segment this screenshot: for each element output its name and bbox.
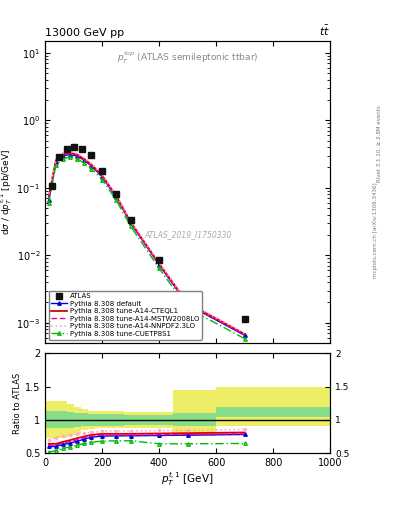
Pythia 8.308 tune-A14-MSTW2008LO bbox=[89, 162, 94, 168]
Pythia 8.308 tune-A14-CTEQL1 bbox=[89, 162, 94, 168]
Pythia 8.308 tune-A14-CTEQL1 bbox=[82, 156, 87, 162]
Pythia 8.308 tune-A14-MSTW2008LO bbox=[68, 151, 72, 157]
Pythia 8.308 tune-A14-CTEQL1 bbox=[75, 152, 80, 158]
ATLAS bbox=[50, 182, 55, 188]
Pythia 8.308 tune-CUETP8S1 bbox=[114, 197, 119, 203]
Pythia 8.308 tune-A14-MSTW2008LO bbox=[129, 220, 133, 226]
Pythia 8.308 tune-A14-CTEQL1 bbox=[68, 150, 72, 156]
Pythia 8.308 default bbox=[82, 157, 87, 163]
Line: Pythia 8.308 default: Pythia 8.308 default bbox=[47, 153, 246, 337]
Pythia 8.308 tune-CUETP8S1 bbox=[157, 265, 162, 271]
ATLAS bbox=[114, 191, 119, 198]
Pythia 8.308 tune-CUETP8S1 bbox=[68, 154, 72, 160]
Line: Pythia 8.308 tune-A14-MSTW2008LO: Pythia 8.308 tune-A14-MSTW2008LO bbox=[49, 154, 244, 335]
ATLAS bbox=[80, 145, 84, 152]
Text: 13000 GeV pp: 13000 GeV pp bbox=[45, 28, 124, 38]
Pythia 8.308 tune-A14-CTEQL1 bbox=[242, 331, 247, 337]
ATLAS bbox=[57, 154, 62, 160]
Pythia 8.308 tune-A14-CTEQL1 bbox=[157, 261, 162, 267]
Text: mcplots.cern.ch [arXiv:1306.3436]: mcplots.cern.ch [arXiv:1306.3436] bbox=[373, 183, 378, 278]
Pythia 8.308 tune-A14-CTEQL1 bbox=[185, 300, 190, 306]
Pythia 8.308 tune-A14-MSTW2008LO bbox=[82, 157, 87, 163]
ATLAS bbox=[157, 257, 162, 263]
Pythia 8.308 tune-A14-MSTW2008LO bbox=[100, 173, 105, 179]
Pythia 8.308 tune-A14-NNPDF2.3LO bbox=[61, 150, 65, 156]
Text: $p_T^{top}$ (ATLAS semileptonic ttbar): $p_T^{top}$ (ATLAS semileptonic ttbar) bbox=[117, 50, 259, 67]
Pythia 8.308 tune-CUETP8S1 bbox=[242, 336, 247, 342]
Pythia 8.308 tune-A14-MSTW2008LO bbox=[46, 195, 51, 201]
Pythia 8.308 tune-A14-MSTW2008LO bbox=[61, 152, 65, 158]
Pythia 8.308 default bbox=[129, 220, 133, 226]
Pythia 8.308 tune-CUETP8S1 bbox=[129, 223, 133, 229]
X-axis label: $p_T^{t,1}$ [GeV]: $p_T^{t,1}$ [GeV] bbox=[161, 471, 214, 488]
Pythia 8.308 tune-A14-NNPDF2.3LO bbox=[114, 192, 119, 198]
Pythia 8.308 tune-CUETP8S1 bbox=[46, 200, 51, 206]
ATLAS bbox=[185, 295, 190, 302]
Pythia 8.308 default bbox=[53, 159, 58, 165]
Pythia 8.308 tune-A14-NNPDF2.3LO bbox=[100, 172, 105, 178]
Pythia 8.308 tune-A14-CTEQL1 bbox=[129, 219, 133, 225]
Pythia 8.308 tune-A14-NNPDF2.3LO bbox=[129, 218, 133, 224]
Pythia 8.308 tune-A14-NNPDF2.3LO bbox=[53, 156, 58, 162]
Pythia 8.308 default bbox=[100, 174, 105, 180]
Text: $t\bar{t}$: $t\bar{t}$ bbox=[319, 24, 330, 38]
Legend: ATLAS, Pythia 8.308 default, Pythia 8.308 tune-A14-CTEQL1, Pythia 8.308 tune-A14: ATLAS, Pythia 8.308 default, Pythia 8.30… bbox=[49, 291, 202, 339]
Pythia 8.308 tune-CUETP8S1 bbox=[53, 162, 58, 168]
Line: Pythia 8.308 tune-A14-NNPDF2.3LO: Pythia 8.308 tune-A14-NNPDF2.3LO bbox=[49, 152, 244, 333]
Pythia 8.308 default bbox=[185, 302, 190, 308]
Pythia 8.308 default bbox=[46, 197, 51, 203]
Pythia 8.308 tune-CUETP8S1 bbox=[61, 156, 65, 162]
ATLAS bbox=[129, 217, 133, 223]
Pythia 8.308 tune-A14-NNPDF2.3LO bbox=[46, 190, 51, 197]
ATLAS bbox=[88, 152, 93, 158]
Pythia 8.308 tune-A14-CTEQL1 bbox=[61, 151, 65, 157]
Pythia 8.308 tune-CUETP8S1 bbox=[185, 305, 190, 311]
Pythia 8.308 tune-A14-CTEQL1 bbox=[46, 193, 51, 199]
Pythia 8.308 default bbox=[68, 152, 72, 158]
Pythia 8.308 default bbox=[242, 332, 247, 338]
Pythia 8.308 tune-CUETP8S1 bbox=[89, 165, 94, 172]
Pythia 8.308 tune-A14-MSTW2008LO bbox=[157, 262, 162, 268]
Pythia 8.308 tune-CUETP8S1 bbox=[100, 177, 105, 183]
Pythia 8.308 tune-A14-NNPDF2.3LO bbox=[157, 260, 162, 266]
Pythia 8.308 tune-A14-NNPDF2.3LO bbox=[75, 150, 80, 156]
Line: ATLAS: ATLAS bbox=[50, 144, 248, 322]
Pythia 8.308 tune-A14-NNPDF2.3LO bbox=[68, 148, 72, 155]
Pythia 8.308 default bbox=[61, 153, 65, 159]
Pythia 8.308 tune-A14-CTEQL1 bbox=[53, 157, 58, 163]
Text: Rivet 3.1.10, ≥ 2.8M events: Rivet 3.1.10, ≥ 2.8M events bbox=[377, 105, 382, 182]
Pythia 8.308 tune-A14-CTEQL1 bbox=[100, 173, 105, 179]
ATLAS bbox=[72, 144, 76, 150]
Line: Pythia 8.308 tune-CUETP8S1: Pythia 8.308 tune-CUETP8S1 bbox=[47, 155, 246, 340]
Pythia 8.308 tune-CUETP8S1 bbox=[75, 156, 80, 162]
Y-axis label: Ratio to ATLAS: Ratio to ATLAS bbox=[13, 373, 22, 434]
Pythia 8.308 tune-A14-NNPDF2.3LO bbox=[242, 330, 247, 336]
Pythia 8.308 tune-A14-MSTW2008LO bbox=[242, 332, 247, 338]
Text: ATLAS_2019_I1750330: ATLAS_2019_I1750330 bbox=[144, 230, 231, 239]
Pythia 8.308 tune-A14-CTEQL1 bbox=[114, 193, 119, 199]
Pythia 8.308 tune-A14-MSTW2008LO bbox=[185, 301, 190, 307]
Pythia 8.308 tune-CUETP8S1 bbox=[82, 160, 87, 166]
Pythia 8.308 default bbox=[89, 163, 94, 169]
Pythia 8.308 tune-A14-MSTW2008LO bbox=[114, 194, 119, 200]
ATLAS bbox=[64, 145, 69, 152]
Line: Pythia 8.308 tune-A14-CTEQL1: Pythia 8.308 tune-A14-CTEQL1 bbox=[49, 153, 244, 334]
Pythia 8.308 tune-A14-NNPDF2.3LO bbox=[89, 161, 94, 167]
Pythia 8.308 tune-A14-MSTW2008LO bbox=[75, 153, 80, 159]
Pythia 8.308 tune-A14-NNPDF2.3LO bbox=[82, 155, 87, 161]
ATLAS bbox=[100, 168, 105, 175]
Y-axis label: d$\sigma$ / d$p_T^{t,1}$ [pb/GeV]: d$\sigma$ / d$p_T^{t,1}$ [pb/GeV] bbox=[0, 149, 14, 235]
Pythia 8.308 tune-A14-MSTW2008LO bbox=[53, 158, 58, 164]
Pythia 8.308 tune-A14-NNPDF2.3LO bbox=[185, 300, 190, 306]
Pythia 8.308 default bbox=[75, 153, 80, 159]
ATLAS bbox=[242, 315, 247, 322]
Pythia 8.308 default bbox=[157, 262, 162, 268]
Pythia 8.308 default bbox=[114, 195, 119, 201]
